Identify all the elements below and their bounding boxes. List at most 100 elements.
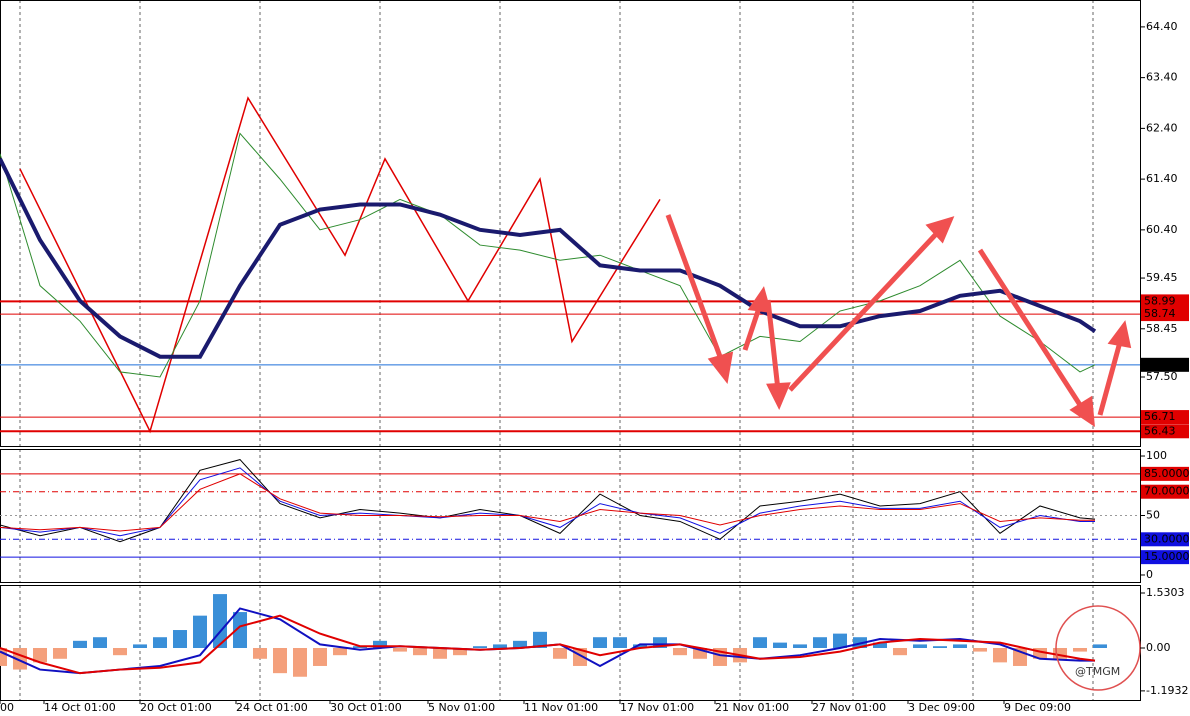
level-label: 70.0000 <box>1144 485 1190 498</box>
histogram-bar <box>413 647 427 656</box>
series-line <box>0 157 1097 359</box>
x-tick-label: 27 Nov 01:00 <box>812 701 886 714</box>
histogram-bar <box>973 647 987 652</box>
y-tick-label: 60.40 <box>1146 223 1178 236</box>
histogram-bar <box>473 646 487 648</box>
watermark: @TMGM <box>1075 665 1120 678</box>
histogram-bar <box>33 647 47 663</box>
histogram-bar <box>0 647 7 666</box>
level-label-box <box>1141 294 1189 309</box>
histogram-bar <box>993 647 1007 663</box>
histogram-bar <box>153 637 167 648</box>
arrow <box>1097 341 1123 416</box>
histogram-bar <box>533 631 547 648</box>
histogram-bar <box>753 637 767 648</box>
series-line <box>0 467 1095 537</box>
histogram-bar <box>613 637 627 648</box>
histogram-bar <box>193 615 207 648</box>
histogram-bar <box>653 637 667 648</box>
histogram-bar <box>133 644 147 648</box>
histogram-bar <box>893 647 907 656</box>
histogram-bar <box>673 647 687 656</box>
series-line <box>0 459 1096 543</box>
level-label-box <box>1141 466 1189 481</box>
histogram-bar <box>693 647 707 659</box>
y-tick-label: 58.45 <box>1146 322 1178 335</box>
y-tick-label: 64.40 <box>1146 20 1178 33</box>
arrow <box>788 230 940 392</box>
histogram-bar <box>433 647 447 659</box>
level-label-box <box>1141 307 1189 322</box>
level-label-box <box>1141 550 1189 565</box>
level-label: 58.99 <box>1144 294 1176 307</box>
series-line <box>0 614 1096 675</box>
arrow <box>977 248 1085 410</box>
x-tick-label: 9 Dec 09:00 <box>1004 701 1071 714</box>
pane-frame <box>0 0 1141 447</box>
x-tick-label: 3 Dec 09:00 <box>908 701 975 714</box>
arrow <box>765 299 781 391</box>
x-tick-label: 00 <box>0 701 14 714</box>
arrow <box>665 214 725 363</box>
y-tick-label: 0.00 <box>1146 641 1171 654</box>
histogram-bar <box>53 647 67 659</box>
histogram-bar <box>513 640 527 648</box>
histogram-bar <box>873 642 887 648</box>
x-tick-label: 14 Oct 01:00 <box>44 701 116 714</box>
histogram-bar <box>113 647 127 656</box>
arrows <box>665 214 1132 427</box>
y-tick-label: 50 <box>1146 509 1160 522</box>
histogram-bar <box>373 640 387 648</box>
histogram-bar <box>173 630 187 648</box>
arrow-head <box>766 382 791 410</box>
arrow-head <box>707 351 734 384</box>
level-label-box <box>1141 532 1189 547</box>
x-tick-label: 20 Oct 01:00 <box>140 701 212 714</box>
y-tick-label: 61.40 <box>1146 172 1178 185</box>
histogram-bar <box>593 637 607 648</box>
x-tick-label: 24 Oct 01:00 <box>236 701 308 714</box>
y-tick-label: 0 <box>1146 568 1153 581</box>
histogram-bar <box>773 642 787 648</box>
y-tick-label: 62.40 <box>1146 121 1178 134</box>
histogram-bar <box>93 637 107 648</box>
x-tick-label: 11 Nov 01:00 <box>524 701 598 714</box>
level-label: 57.74 <box>1144 358 1176 371</box>
level-label: 58.74 <box>1144 307 1176 320</box>
series-line <box>0 473 1095 532</box>
histogram-bar <box>813 637 827 648</box>
histogram-bar <box>1033 647 1047 659</box>
level-label: 56.43 <box>1144 424 1176 437</box>
y-tick-label: 63.40 <box>1146 71 1178 84</box>
histogram-bar <box>933 646 947 648</box>
level-label: 15.0000 <box>1144 550 1190 563</box>
level-label: 30.0000 <box>1144 532 1190 545</box>
level-label: 56.71 <box>1144 410 1176 423</box>
level-label-box <box>1141 484 1189 499</box>
histogram-bar <box>913 644 927 648</box>
level-label-box <box>1141 410 1189 425</box>
series-line <box>0 132 1096 378</box>
histogram-bar <box>253 647 267 659</box>
histogram-bar <box>1093 644 1107 648</box>
histogram-bar <box>953 644 967 648</box>
histogram-bar <box>233 612 247 648</box>
y-tick-label: 57.50 <box>1146 370 1178 383</box>
histogram-bar <box>453 647 467 656</box>
y-tick-label: 59.45 <box>1146 271 1178 284</box>
histogram-bar <box>313 647 327 666</box>
level-label: 85.0000 <box>1144 467 1190 480</box>
x-tick-label: 30 Oct 01:00 <box>330 701 402 714</box>
x-tick-label: 5 Nov 01:00 <box>428 701 495 714</box>
arrow-head <box>1107 320 1132 349</box>
histogram-bar <box>73 640 87 648</box>
histogram-bar <box>273 647 287 674</box>
y-tick-label: 1.5303 <box>1146 586 1185 599</box>
histogram-bar <box>793 644 807 648</box>
zigzag <box>19 96 661 434</box>
histogram-bar <box>633 644 647 648</box>
histogram-bar <box>833 633 847 648</box>
level-label-box <box>1141 424 1189 439</box>
histogram-bar <box>1073 647 1087 652</box>
